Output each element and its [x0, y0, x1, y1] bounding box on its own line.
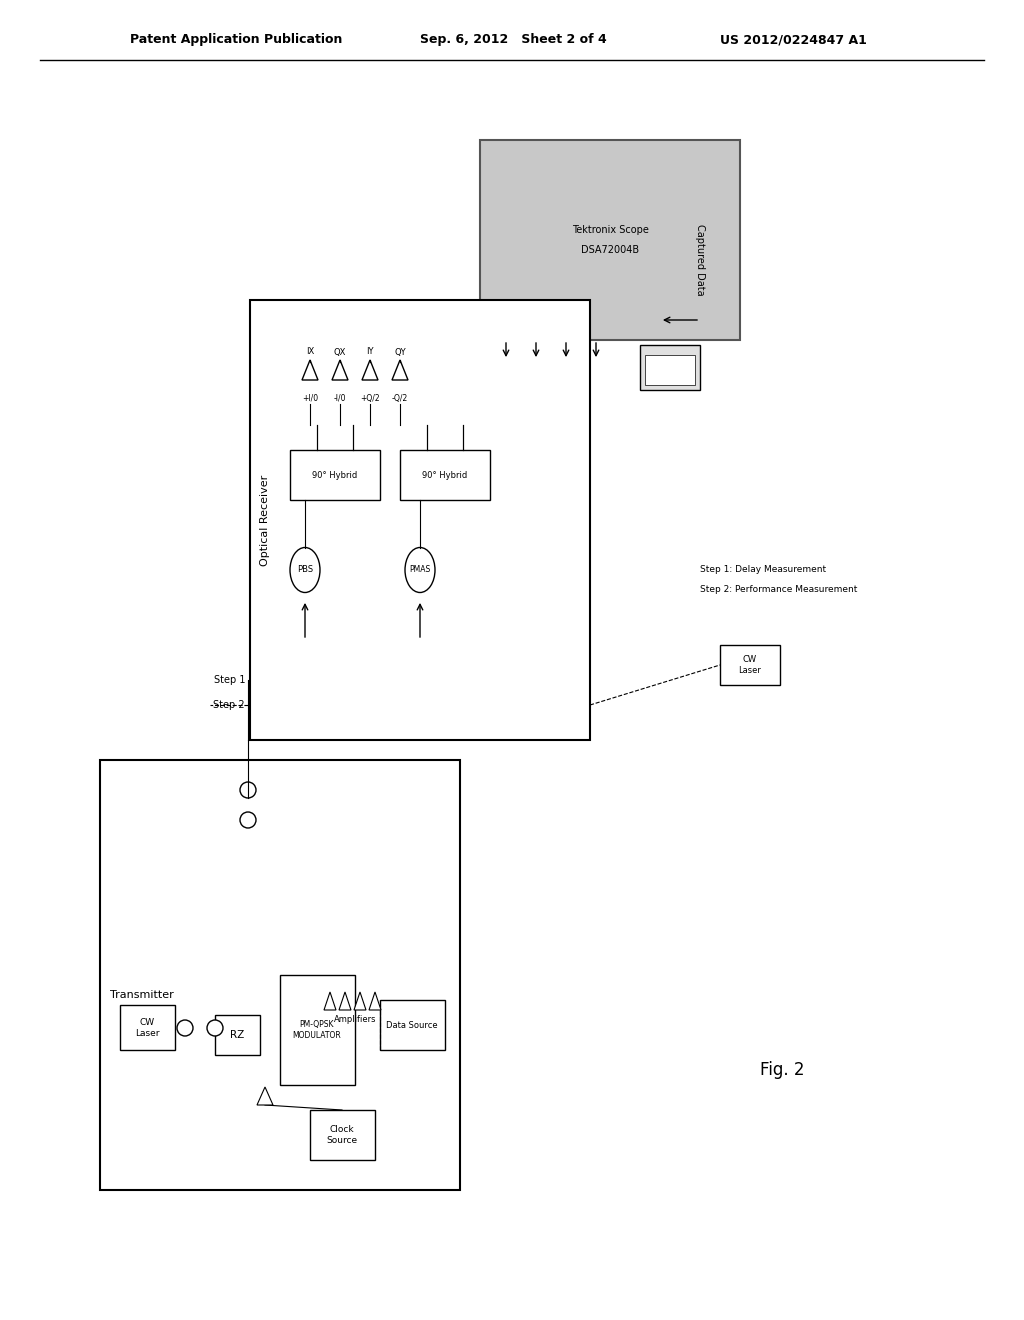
Polygon shape [324, 993, 336, 1010]
Bar [215, 1015, 260, 1055]
Bar [480, 140, 740, 341]
Text: PBS: PBS [297, 565, 313, 574]
Text: Step 1: Step 1 [213, 675, 245, 685]
Bar [400, 450, 490, 500]
Text: DSA72004B: DSA72004B [581, 246, 639, 255]
Circle shape [240, 812, 256, 828]
Text: PM-QPSK
MODULATOR: PM-QPSK MODULATOR [293, 1020, 341, 1040]
Text: Optical Receiver: Optical Receiver [260, 474, 270, 566]
Circle shape [177, 1020, 193, 1036]
Text: +I/0: +I/0 [302, 393, 318, 403]
Text: Step 2: Step 2 [213, 700, 245, 710]
Text: Clock
Source: Clock Source [327, 1125, 357, 1144]
Text: -I/0: -I/0 [334, 393, 346, 403]
Bar [640, 345, 700, 389]
Text: Sep. 6, 2012   Sheet 2 of 4: Sep. 6, 2012 Sheet 2 of 4 [420, 33, 607, 46]
Text: Step 2: Performance Measurement: Step 2: Performance Measurement [700, 586, 857, 594]
Text: US 2012/0224847 A1: US 2012/0224847 A1 [720, 33, 867, 46]
Text: RZ: RZ [229, 1030, 244, 1040]
Polygon shape [332, 360, 348, 380]
Text: Captured Data: Captured Data [695, 224, 705, 296]
Bar [645, 355, 695, 385]
Bar [720, 645, 780, 685]
Ellipse shape [406, 548, 435, 593]
Text: PMAS: PMAS [410, 565, 431, 574]
Text: QX: QX [334, 347, 346, 356]
Bar [250, 300, 590, 741]
Polygon shape [257, 1086, 273, 1105]
Bar [100, 760, 460, 1191]
Polygon shape [369, 993, 381, 1010]
Polygon shape [362, 360, 378, 380]
Text: QY: QY [394, 347, 406, 356]
Circle shape [207, 1020, 223, 1036]
Text: CW
Laser: CW Laser [135, 1018, 160, 1038]
Text: Tektronix Scope: Tektronix Scope [571, 224, 648, 235]
Polygon shape [339, 993, 351, 1010]
Text: IX: IX [306, 347, 314, 356]
Polygon shape [392, 360, 408, 380]
Text: Patent Application Publication: Patent Application Publication [130, 33, 342, 46]
Text: Step 1: Delay Measurement: Step 1: Delay Measurement [700, 565, 826, 574]
Text: Fig. 2: Fig. 2 [760, 1061, 805, 1078]
Bar [280, 975, 355, 1085]
Bar [120, 1005, 175, 1049]
Circle shape [240, 781, 256, 799]
Bar [310, 1110, 375, 1160]
Bar [290, 450, 380, 500]
Text: CW
Laser: CW Laser [738, 655, 762, 675]
Text: Data Source: Data Source [386, 1020, 438, 1030]
Text: -Q/2: -Q/2 [392, 393, 409, 403]
Polygon shape [302, 360, 318, 380]
Text: IY: IY [367, 347, 374, 356]
Bar [380, 1001, 445, 1049]
Text: Transmitter: Transmitter [110, 990, 174, 1001]
Text: 90° Hybrid: 90° Hybrid [312, 470, 357, 479]
Polygon shape [354, 993, 366, 1010]
Text: +Q/2: +Q/2 [360, 393, 380, 403]
Text: Amplifiers: Amplifiers [334, 1015, 376, 1024]
Ellipse shape [290, 548, 319, 593]
Text: 90° Hybrid: 90° Hybrid [422, 470, 468, 479]
